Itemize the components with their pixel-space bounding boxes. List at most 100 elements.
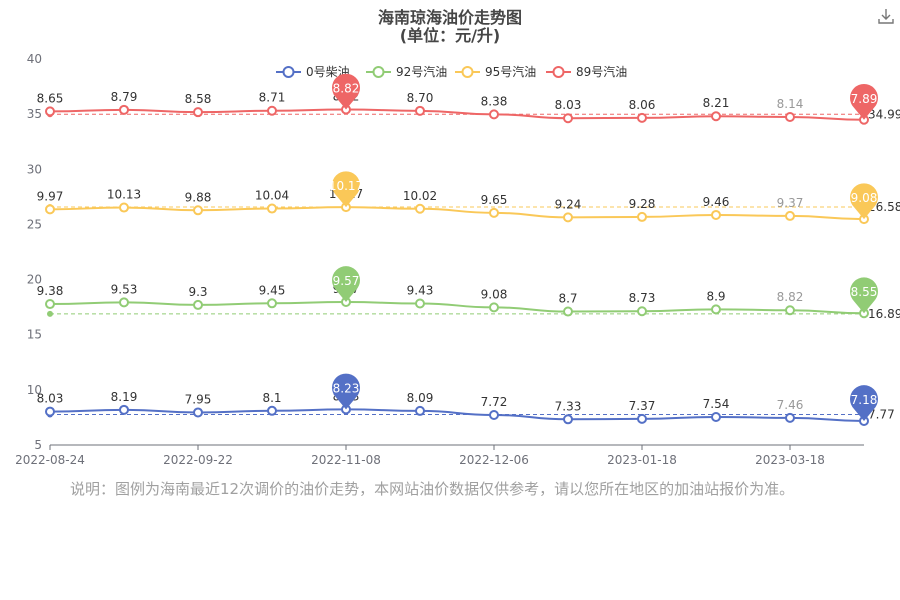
max-pin-2: 10.17 bbox=[329, 171, 363, 208]
data-point bbox=[119, 202, 129, 213]
min-pin-3: 7.89 bbox=[850, 83, 879, 120]
data-point bbox=[711, 209, 721, 220]
data-label: 8.65 bbox=[37, 91, 64, 105]
legend-item-0[interactable]: 0号柴油 bbox=[276, 65, 350, 79]
min-pin-0: 7.18 bbox=[850, 385, 879, 421]
max-pin-1: 9.57 bbox=[332, 266, 361, 302]
data-point bbox=[637, 211, 647, 222]
data-point bbox=[489, 302, 499, 313]
data-point bbox=[267, 405, 277, 416]
data-label: 7.37 bbox=[629, 399, 656, 413]
data-label: 8.71 bbox=[259, 91, 286, 105]
data-label: 8.73 bbox=[629, 291, 656, 305]
legend-item-3[interactable]: 89号汽油 bbox=[546, 64, 627, 79]
data-label: 8.06 bbox=[629, 98, 656, 112]
x-tick-label: 2023-01-18 bbox=[607, 453, 677, 467]
legend-item-1[interactable]: 92号汽油 bbox=[366, 64, 447, 79]
pin-label: 9.57 bbox=[333, 274, 360, 288]
data-point bbox=[563, 113, 573, 124]
x-tick-label: 2023-03-18 bbox=[755, 453, 825, 467]
data-label: 9.53 bbox=[111, 282, 138, 296]
data-point bbox=[267, 298, 277, 309]
data-point bbox=[785, 112, 795, 123]
data-label: 8.03 bbox=[555, 98, 582, 112]
pin-shape bbox=[850, 277, 879, 314]
data-label: 8.14 bbox=[777, 97, 804, 111]
data-label: 8.82 bbox=[777, 290, 804, 304]
max-pin-0: 8.23 bbox=[332, 373, 361, 410]
data-point bbox=[637, 413, 647, 424]
y-tick-label: 25 bbox=[27, 217, 42, 231]
series-line-3 bbox=[49, 108, 865, 121]
data-label: 7.33 bbox=[555, 399, 582, 413]
data-point bbox=[119, 404, 129, 415]
legend-marker bbox=[372, 66, 385, 78]
data-label: 9.65 bbox=[481, 193, 508, 207]
data-label: 9.38 bbox=[37, 284, 64, 298]
data-point bbox=[711, 111, 721, 122]
data-point bbox=[415, 203, 425, 214]
download-icon[interactable] bbox=[876, 6, 896, 26]
data-label: 8.9 bbox=[706, 289, 725, 303]
data-point bbox=[637, 306, 647, 317]
data-point bbox=[119, 104, 129, 115]
min-pin-2: 9.08 bbox=[850, 183, 879, 220]
pin-label: 10.17 bbox=[329, 179, 363, 193]
data-point bbox=[45, 406, 55, 417]
x-tick-label: 2022-11-08 bbox=[311, 453, 381, 467]
data-point bbox=[785, 412, 795, 423]
chart-title: 海南琼海油价走势图 bbox=[377, 8, 522, 27]
pin-label: 9.08 bbox=[851, 191, 878, 205]
pin-label: 7.18 bbox=[851, 393, 878, 407]
average-label-3: 34.99 bbox=[868, 107, 900, 121]
data-label: 8.7 bbox=[558, 292, 577, 306]
data-label: 10.04 bbox=[255, 189, 289, 203]
max-pin-3: 8.82 bbox=[332, 73, 360, 110]
data-point bbox=[193, 205, 203, 216]
data-label: 9.88 bbox=[185, 190, 212, 204]
data-label: 10.13 bbox=[107, 188, 141, 202]
data-label: 9.3 bbox=[188, 285, 207, 299]
data-point bbox=[193, 107, 203, 118]
y-tick-label: 40 bbox=[27, 52, 42, 66]
series-line-0 bbox=[49, 408, 865, 422]
average-marker-1 bbox=[47, 310, 53, 317]
data-point bbox=[45, 204, 55, 215]
pin-shape bbox=[850, 385, 879, 421]
data-label: 8.1 bbox=[262, 391, 281, 405]
legend-label: 89号汽油 bbox=[576, 64, 627, 79]
data-label: 8.09 bbox=[407, 391, 434, 405]
y-tick-label: 15 bbox=[27, 328, 42, 342]
average-label-0: 7.77 bbox=[868, 407, 895, 421]
x-tick-label: 2022-09-22 bbox=[163, 453, 233, 467]
data-point bbox=[637, 112, 647, 123]
data-label: 8.79 bbox=[111, 90, 138, 104]
legend-marker bbox=[552, 66, 565, 78]
data-label: 9.45 bbox=[259, 283, 286, 297]
x-tick-label: 2022-12-06 bbox=[459, 453, 529, 467]
data-point bbox=[119, 297, 129, 308]
data-label: 7.46 bbox=[777, 398, 804, 412]
y-tick-label: 10 bbox=[27, 383, 42, 397]
data-point bbox=[563, 306, 573, 317]
data-point bbox=[489, 109, 499, 120]
legend-marker bbox=[461, 66, 474, 78]
data-label: 9.08 bbox=[481, 287, 508, 301]
data-point bbox=[785, 210, 795, 221]
data-point bbox=[711, 304, 721, 315]
data-label: 8.58 bbox=[185, 92, 212, 106]
data-point bbox=[489, 410, 499, 421]
series-line-2 bbox=[49, 206, 865, 221]
data-label: 9.37 bbox=[777, 196, 804, 210]
data-point bbox=[267, 203, 277, 214]
data-label: 7.54 bbox=[703, 397, 730, 411]
data-point bbox=[267, 105, 277, 116]
min-pin-1: 8.55 bbox=[850, 277, 879, 314]
legend-label: 0号柴油 bbox=[306, 65, 350, 79]
legend-label: 95号汽油 bbox=[485, 64, 536, 79]
y-tick-label: 30 bbox=[27, 162, 42, 176]
pin-shape bbox=[332, 266, 361, 302]
data-point bbox=[193, 299, 203, 310]
legend-item-2[interactable]: 95号汽油 bbox=[455, 64, 536, 79]
data-label: 8.21 bbox=[703, 96, 730, 110]
